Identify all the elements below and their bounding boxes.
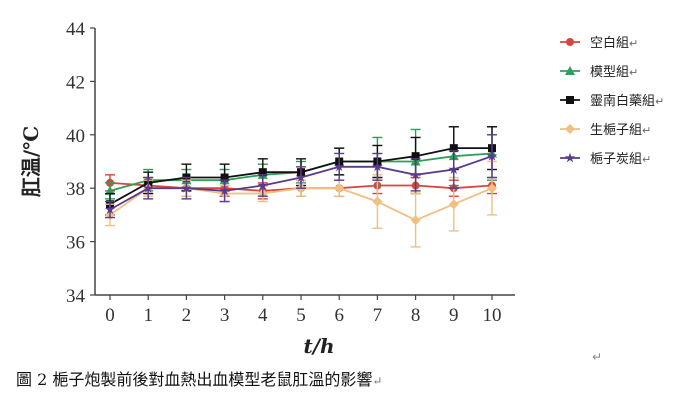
stray-return-mark: ↵ xyxy=(592,350,603,364)
y-tick-label: 34 xyxy=(66,286,86,307)
legend-swatch-marker-4 xyxy=(565,124,575,134)
series-5-point xyxy=(143,182,154,193)
x-tick-label: 8 xyxy=(411,305,421,326)
x-tick-label: 6 xyxy=(334,305,344,326)
x-tick-label: 10 xyxy=(483,305,502,326)
x-tick-label: 4 xyxy=(258,305,268,326)
caption-return-mark: ↵ xyxy=(372,374,383,388)
figure-caption: 圖 2 梔子炮製前後對血熱出血模型老鼠肛溫的影響↵ xyxy=(16,366,636,390)
x-tick-label: 7 xyxy=(373,305,383,326)
series-2-point xyxy=(105,185,115,195)
x-tick-label: 1 xyxy=(143,305,153,326)
series-5-point xyxy=(257,180,268,190)
series-3-point xyxy=(449,144,458,153)
y-axis-label: 肛温/℃ xyxy=(19,126,43,197)
y-tick-label: 42 xyxy=(66,72,85,93)
series-5-point xyxy=(219,185,230,196)
x-axis-label: t/h xyxy=(303,334,334,358)
x-tick-label: 9 xyxy=(449,305,459,326)
y-tick-label: 38 xyxy=(66,179,85,200)
series-3-point xyxy=(411,152,420,161)
series-5-point xyxy=(181,182,192,193)
legend-label-3: 靈南白藥組↵ xyxy=(590,93,664,109)
series-3-point xyxy=(220,173,229,182)
y-tick-label: 36 xyxy=(66,233,85,254)
legend-return-mark: ↵ xyxy=(629,37,638,50)
x-tick-label: 0 xyxy=(105,305,115,326)
legend-return-mark: ↵ xyxy=(629,66,638,79)
y-tick-label: 40 xyxy=(66,126,85,147)
legend-swatch-marker-5 xyxy=(564,152,576,163)
legend-return-mark: ↵ xyxy=(642,124,651,137)
series-4-point xyxy=(448,199,459,210)
x-tick-label: 3 xyxy=(220,305,230,326)
caption-text: 圖 2 梔子炮製前後對血熱出血模型老鼠肛溫的影響 xyxy=(16,370,373,389)
legend-label-4: 生梔子組↵ xyxy=(590,123,651,138)
legend-label-2: 模型組↵ xyxy=(590,65,638,80)
series-5-point xyxy=(448,164,459,174)
series-5-point xyxy=(372,161,383,172)
legend-label-1: 空白組↵ xyxy=(590,35,638,51)
series-5-point xyxy=(334,161,345,172)
legend-swatch-marker-2 xyxy=(565,66,575,75)
legend-swatch-marker-1 xyxy=(566,38,574,46)
series-3-point xyxy=(258,168,267,177)
series-5-point xyxy=(104,204,116,214)
legend-return-mark: ↵ xyxy=(642,153,651,166)
legend-return-mark: ↵ xyxy=(655,95,664,108)
series-4-point xyxy=(334,183,345,194)
legend-label-5: 梔子炭組↵ xyxy=(590,152,651,167)
x-tick-label: 5 xyxy=(296,305,306,326)
y-tick-label: 44 xyxy=(66,19,86,40)
series-4-point xyxy=(410,215,421,226)
series-5-point xyxy=(295,172,307,182)
series-5-point xyxy=(486,150,498,161)
series-4-point xyxy=(487,183,497,194)
x-tick-label: 2 xyxy=(182,305,192,326)
series-5-point xyxy=(410,169,421,180)
series-4-point xyxy=(372,196,383,207)
legend-swatch-marker-3 xyxy=(566,96,574,104)
